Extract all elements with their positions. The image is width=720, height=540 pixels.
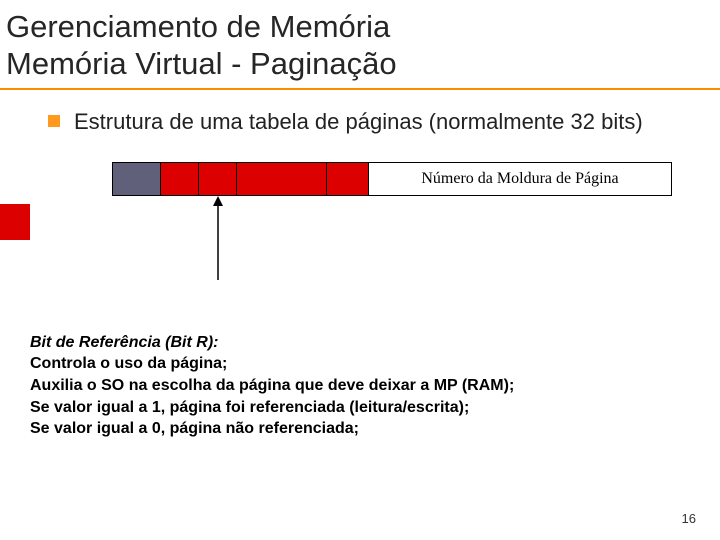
field-cell-2 xyxy=(161,163,199,195)
field-cell-4 xyxy=(237,163,327,195)
content-area: Estrutura de uma tabela de páginas (norm… xyxy=(0,90,720,292)
explanation-lead: Bit de Referência (Bit R): xyxy=(30,334,218,351)
arrow-icon xyxy=(206,196,230,286)
page-table-diagram: Número da Moldura de Página xyxy=(112,162,690,292)
explanation-block: Bit de Referência (Bit R): Controla o us… xyxy=(0,332,720,440)
explanation-line2: Auxilia o SO na escolha da página que de… xyxy=(30,377,514,394)
page-number: 16 xyxy=(682,511,696,526)
frame-number-label: Número da Moldura de Página xyxy=(421,170,618,188)
field-cell-5 xyxy=(327,163,369,195)
field-row: Número da Moldura de Página xyxy=(112,162,672,196)
bullet-text: Estrutura de uma tabela de páginas (norm… xyxy=(74,108,643,136)
bullet-item: Estrutura de uma tabela de páginas (norm… xyxy=(48,108,690,136)
slide-title-block: Gerenciamento de Memória Memória Virtual… xyxy=(0,0,720,88)
bullet-square-icon xyxy=(48,115,60,127)
field-cell-frame-number: Número da Moldura de Página xyxy=(369,163,671,195)
explanation-line1: Controla o uso da página; xyxy=(30,355,227,372)
explanation-line4: Se valor igual a 0, página não referenci… xyxy=(30,420,359,437)
field-cell-3 xyxy=(199,163,237,195)
explanation-line3: Se valor igual a 1, página foi referenci… xyxy=(30,399,469,416)
field-cell-1 xyxy=(113,163,161,195)
slide-title-line1: Gerenciamento de Memória xyxy=(6,8,714,45)
left-accent-red xyxy=(0,204,30,240)
slide-title-line2: Memória Virtual - Paginação xyxy=(6,45,714,82)
